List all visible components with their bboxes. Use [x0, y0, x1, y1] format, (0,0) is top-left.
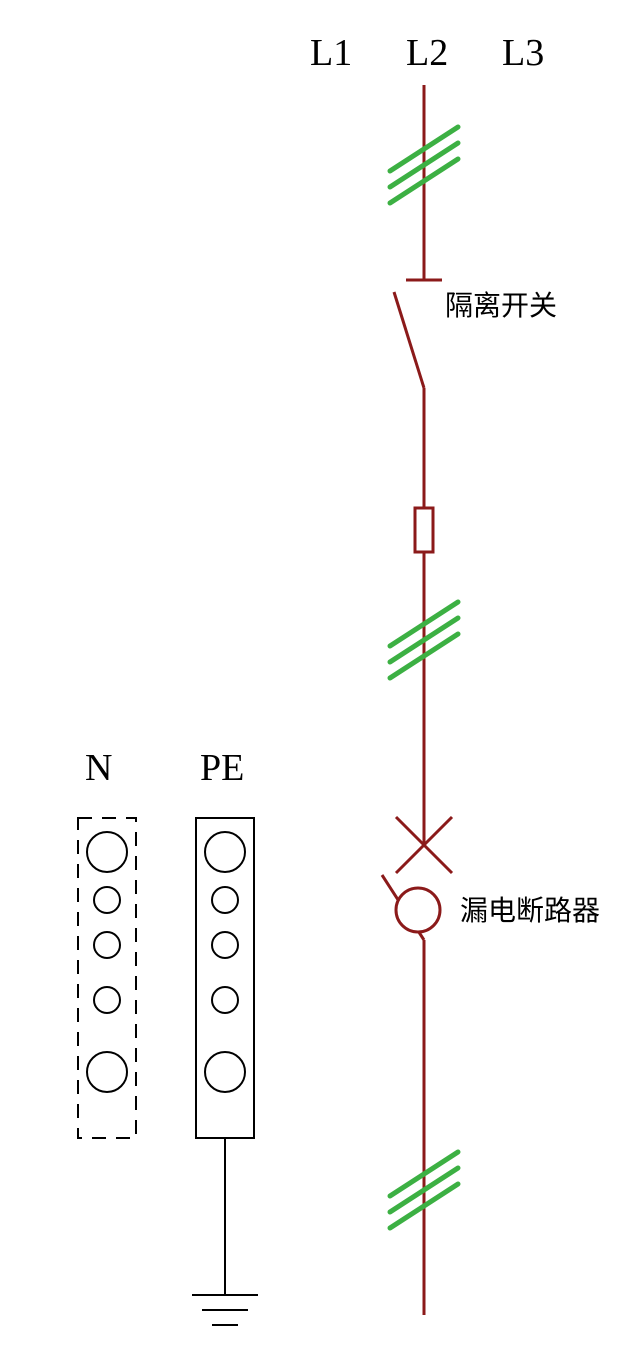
phase-label-l1: L1 — [310, 32, 352, 74]
phase-label-l3: L3 — [502, 32, 544, 74]
busbar-label-pe: PE — [200, 747, 244, 789]
busbar-label-n: N — [85, 747, 112, 789]
rcbo-label: 漏电断路器 — [460, 895, 600, 927]
electrical-diagram: L1 L2 L3 隔离开关漏电断路器 N PE — [0, 0, 640, 1371]
isolator-label: 隔离开关 — [445, 290, 557, 322]
rcbo-circle — [396, 888, 440, 932]
phase-label-l2: L2 — [406, 32, 448, 74]
fuse-symbol — [415, 508, 433, 552]
